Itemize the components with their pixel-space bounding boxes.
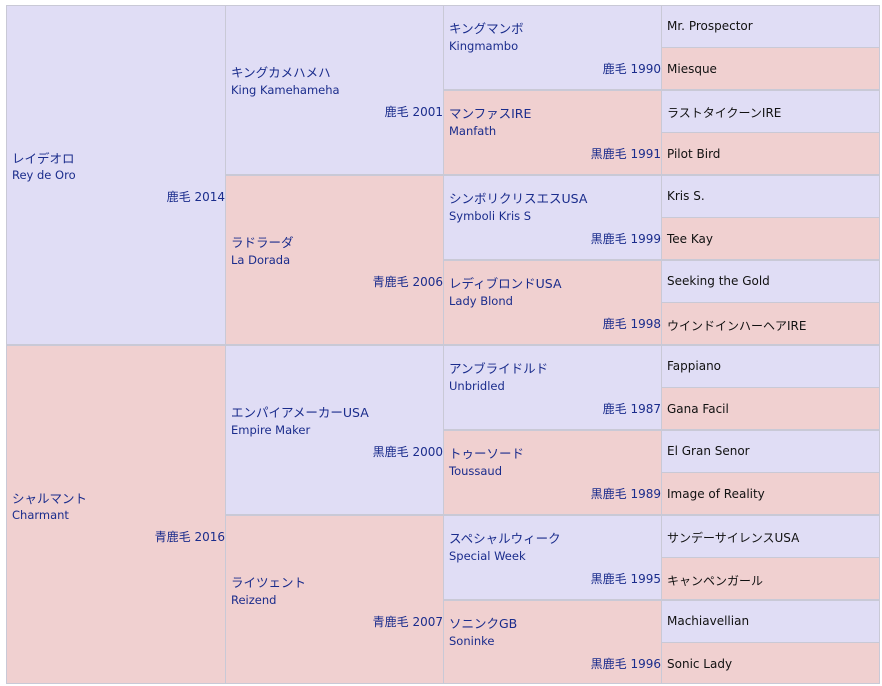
horse-name-en: King Kamehameha	[231, 83, 340, 97]
horse-coat-year: 鹿毛 1987	[602, 402, 661, 416]
horse-name-jp: ソニンクGB	[449, 616, 518, 631]
horse-name-jp: ラドラーダ	[231, 235, 294, 250]
horse-name: Pilot Bird	[667, 147, 721, 161]
horse-name: Mr. Prospector	[667, 19, 753, 33]
g2-cell: エンパイアメーカーUSA Empire Maker 黒鹿毛 2000	[225, 345, 444, 515]
horse-name-jp: レイデオロ	[12, 151, 75, 166]
horse-name: Fappiano	[667, 359, 722, 373]
g4-cell: Machiavellian	[661, 600, 880, 643]
horse-coat-year: 青鹿毛 2016	[154, 530, 225, 544]
horse-name: Tee Kay	[667, 232, 713, 246]
horse-coat-year: 黒鹿毛 1996	[590, 657, 661, 671]
horse-coat-year: 鹿毛 2001	[384, 105, 443, 119]
horse-coat-year: 黒鹿毛 1995	[590, 572, 661, 586]
g4-cell: Mr. Prospector	[661, 5, 880, 48]
horse-name-en: Kingmambo	[449, 39, 519, 53]
g1-sire: レイデオロ Rey de Oro 鹿毛 2014	[6, 5, 226, 345]
horse-name-en: Toussaud	[449, 464, 503, 478]
horse-name-en: Empire Maker	[231, 423, 311, 437]
horse-name-jp: マンファスIRE	[449, 106, 532, 121]
g4-cell: Tee Kay	[661, 217, 880, 260]
g4-cell: ラストタイクーンIRE	[661, 90, 880, 133]
g4-cell: Sonic Lady	[661, 642, 880, 684]
g1-dam: シャルマント Charmant 青鹿毛 2016	[6, 345, 226, 684]
g3-cell: トゥーソード Toussaud 黒鹿毛 1989	[443, 430, 662, 515]
horse-name-jp: シャルマント	[12, 491, 88, 506]
horse-name: El Gran Senor	[667, 444, 750, 458]
horse-name-en: Unbridled	[449, 379, 505, 393]
pedigree-table: レイデオロ Rey de Oro 鹿毛 2014 シャルマント Charmant…	[6, 5, 880, 684]
horse-name-en: Charmant	[12, 508, 69, 522]
g4-cell: Pilot Bird	[661, 132, 880, 175]
g3-cell: マンファスIRE Manfath 黒鹿毛 1991	[443, 90, 662, 175]
horse-name-jp: スペシャルウィーク	[449, 531, 561, 546]
horse-name: Seeking the Gold	[667, 274, 770, 288]
g4-cell: Image of Reality	[661, 472, 880, 515]
horse-coat-year: 黒鹿毛 1999	[590, 232, 661, 246]
horse-coat-year: 鹿毛 1998	[602, 317, 661, 331]
horse-name-en: Special Week	[449, 549, 526, 563]
horse-name-en: La Dorada	[231, 253, 291, 267]
horse-name: Sonic Lady	[667, 657, 733, 671]
g4-cell: Gana Facil	[661, 387, 880, 430]
g3-cell: シンボリクリスエスUSA Symboli Kris S 黒鹿毛 1999	[443, 175, 662, 260]
horse-name-jp: トゥーソード	[449, 446, 525, 461]
g3-cell: ソニンクGB Soninke 黒鹿毛 1996	[443, 600, 662, 684]
horse-coat-year: 黒鹿毛 2000	[372, 445, 443, 459]
g4-cell: El Gran Senor	[661, 430, 880, 473]
horse-name: Image of Reality	[667, 487, 765, 501]
g4-cell: キャンペンガール	[661, 557, 880, 600]
g3-cell: レディブロンドUSA Lady Blond 鹿毛 1998	[443, 260, 662, 345]
horse-coat-year: 青鹿毛 2007	[372, 615, 443, 629]
g2-cell: ラドラーダ La Dorada 青鹿毛 2006	[225, 175, 444, 345]
g4-cell: サンデーサイレンスUSA	[661, 515, 880, 558]
horse-coat-year: 鹿毛 1990	[602, 62, 661, 76]
g2-cell: キングカメハメハ King Kamehameha 鹿毛 2001	[225, 5, 444, 175]
horse-name: Miesque	[667, 62, 717, 76]
horse-name: Machiavellian	[667, 614, 750, 628]
horse-name-jp: シンボリクリスエスUSA	[449, 191, 588, 206]
horse-name: Kris S.	[667, 189, 705, 203]
g4-cell: Miesque	[661, 47, 880, 90]
horse-name-en: Reizend	[231, 593, 277, 607]
horse-name: Gana Facil	[667, 402, 729, 416]
horse-name-jp: レディブロンドUSA	[449, 276, 562, 291]
g3-cell: アンブライドルド Unbridled 鹿毛 1987	[443, 345, 662, 430]
horse-name-en: Lady Blond	[449, 294, 513, 308]
horse-coat-year: 黒鹿毛 1989	[590, 487, 661, 501]
horse-coat-year: 青鹿毛 2006	[372, 275, 443, 289]
horse-name-jp: アンブライドルド	[449, 361, 549, 376]
horse-name-en: Symboli Kris S	[449, 209, 532, 223]
horse-name: ラストタイクーンIRE	[667, 106, 782, 120]
horse-name-en: Manfath	[449, 124, 497, 138]
horse-name: ウインドインハーヘアIRE	[667, 319, 807, 333]
g3-cell: スペシャルウィーク Special Week 黒鹿毛 1995	[443, 515, 662, 600]
horse-name-en: Soninke	[449, 634, 495, 648]
horse-name: キャンペンガール	[667, 574, 764, 588]
horse-name: サンデーサイレンスUSA	[667, 531, 800, 545]
horse-coat-year: 鹿毛 2014	[166, 190, 225, 204]
horse-name-jp: ライツェント	[231, 575, 307, 590]
horse-coat-year: 黒鹿毛 1991	[590, 147, 661, 161]
horse-name-en: Rey de Oro	[12, 168, 76, 182]
g4-cell: Seeking the Gold	[661, 260, 880, 303]
horse-name-jp: エンパイアメーカーUSA	[231, 405, 369, 420]
g3-cell: キングマンボ Kingmambo 鹿毛 1990	[443, 5, 662, 90]
g4-cell: Kris S.	[661, 175, 880, 218]
horse-name-jp: キングカメハメハ	[231, 65, 331, 80]
g4-cell: ウインドインハーヘアIRE	[661, 302, 880, 345]
g2-cell: ライツェント Reizend 青鹿毛 2007	[225, 515, 444, 684]
g4-cell: Fappiano	[661, 345, 880, 388]
horse-name-jp: キングマンボ	[449, 21, 524, 36]
